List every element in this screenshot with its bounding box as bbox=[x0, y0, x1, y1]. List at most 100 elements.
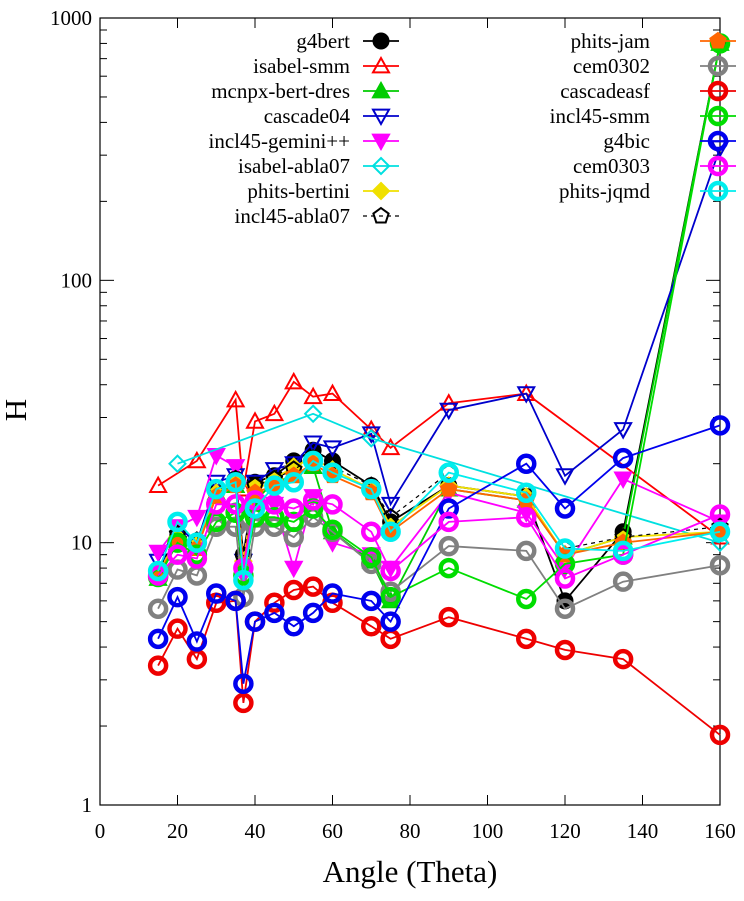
data-point bbox=[187, 509, 207, 528]
x-tick-label: 80 bbox=[400, 819, 421, 843]
legend-item: phits-bertini bbox=[247, 179, 399, 203]
legend-label: phits-jam bbox=[571, 29, 650, 53]
data-point bbox=[167, 586, 188, 608]
data-point bbox=[516, 453, 537, 474]
legend-marker bbox=[371, 108, 391, 127]
data-point bbox=[167, 544, 188, 565]
data-point bbox=[322, 494, 343, 515]
legend-marker bbox=[707, 55, 729, 77]
legend-label: phits-bertini bbox=[247, 179, 350, 203]
data-point bbox=[554, 498, 576, 519]
series-group bbox=[147, 33, 731, 746]
data-point bbox=[264, 602, 285, 624]
data-point bbox=[612, 571, 634, 592]
data-point bbox=[303, 404, 323, 424]
data-point bbox=[264, 403, 285, 422]
legend-marker bbox=[707, 130, 729, 152]
data-point bbox=[612, 648, 634, 670]
data-point bbox=[516, 506, 537, 528]
data-point bbox=[233, 692, 254, 714]
legend-label: g4bert bbox=[296, 29, 350, 53]
legend-marker bbox=[371, 133, 391, 152]
data-point bbox=[380, 560, 401, 582]
legend-label: incl45-abla07 bbox=[235, 204, 350, 228]
data-point bbox=[613, 422, 633, 440]
legend-label: incl45-smm bbox=[550, 104, 650, 128]
data-point bbox=[613, 471, 633, 489]
legend-item: cascadeasf bbox=[560, 79, 736, 103]
legend-label: g4bic bbox=[603, 129, 650, 153]
data-point bbox=[361, 521, 382, 543]
data-point bbox=[225, 389, 246, 408]
data-point bbox=[516, 588, 537, 610]
data-point bbox=[380, 611, 401, 632]
legend-label: incl45-gemini++ bbox=[209, 129, 351, 153]
legend-label: cascade04 bbox=[264, 104, 351, 128]
data-point bbox=[438, 557, 459, 579]
legend-marker bbox=[371, 156, 391, 176]
data-point bbox=[245, 411, 265, 429]
legend-label: cem0303 bbox=[573, 154, 650, 178]
series-g4bic bbox=[147, 415, 731, 694]
data-point bbox=[438, 606, 459, 628]
legend-marker bbox=[707, 105, 729, 127]
legend-label: isabel-abla07 bbox=[238, 154, 350, 178]
y-axis-title: H bbox=[0, 399, 33, 421]
data-point bbox=[322, 583, 343, 604]
data-point bbox=[206, 478, 227, 500]
data-point bbox=[168, 454, 187, 474]
legend-marker bbox=[372, 206, 390, 224]
data-point bbox=[148, 475, 168, 494]
data-point bbox=[709, 555, 731, 576]
legend-label: cascadeasf bbox=[560, 79, 650, 103]
data-point bbox=[516, 386, 536, 404]
legend-item: incl45-abla07 bbox=[235, 204, 399, 228]
x-tick-label: 140 bbox=[627, 819, 659, 843]
data-point bbox=[283, 511, 304, 533]
data-point bbox=[361, 616, 382, 637]
data-point bbox=[244, 611, 266, 632]
x-tick-label: 40 bbox=[245, 819, 266, 843]
x-tick-label: 120 bbox=[549, 819, 581, 843]
legend-label: isabel-smm bbox=[253, 54, 350, 78]
data-point bbox=[187, 450, 207, 469]
legend-label: cem0302 bbox=[573, 54, 650, 78]
y-tick-label: 1000 bbox=[50, 6, 92, 30]
data-point bbox=[380, 437, 401, 456]
y-tick-label: 100 bbox=[61, 268, 93, 292]
data-point bbox=[555, 468, 575, 486]
data-point bbox=[380, 586, 401, 608]
data-point bbox=[516, 482, 537, 503]
data-point bbox=[147, 628, 169, 650]
data-point bbox=[438, 535, 459, 557]
x-tick-label: 0 bbox=[95, 819, 106, 843]
data-point bbox=[361, 553, 382, 575]
data-point bbox=[438, 498, 459, 519]
data-point bbox=[283, 498, 304, 519]
series-phits-jqmd bbox=[147, 450, 731, 591]
legend-item: isabel-abla07 bbox=[238, 154, 399, 178]
data-point bbox=[361, 590, 382, 612]
data-point bbox=[284, 560, 304, 579]
data-point bbox=[186, 631, 208, 652]
legend-item: cascade04 bbox=[264, 104, 399, 128]
data-point bbox=[554, 598, 576, 619]
data-point bbox=[361, 546, 382, 568]
data-point bbox=[361, 478, 382, 500]
x-axis-title: Angle (Theta) bbox=[323, 854, 498, 889]
data-point bbox=[322, 519, 343, 541]
data-point bbox=[709, 521, 731, 543]
y-tick-label: 1 bbox=[82, 793, 93, 817]
data-point bbox=[148, 544, 168, 563]
data-point bbox=[264, 475, 285, 496]
data-point bbox=[206, 583, 227, 604]
legend-marker bbox=[371, 55, 391, 74]
data-point bbox=[283, 616, 304, 637]
data-point bbox=[147, 655, 169, 676]
data-point bbox=[283, 579, 304, 601]
data-point bbox=[147, 560, 169, 582]
data-point bbox=[554, 639, 576, 661]
legend-item: incl45-gemini++ bbox=[209, 129, 399, 153]
data-point bbox=[264, 592, 285, 614]
